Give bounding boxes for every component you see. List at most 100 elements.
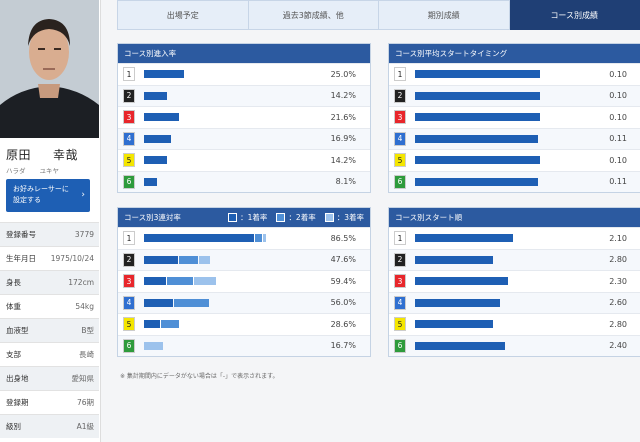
tab-1[interactable]: 過去3節成績、他 bbox=[248, 0, 379, 30]
info-value: 172cm bbox=[68, 278, 94, 287]
bar-area bbox=[415, 156, 575, 164]
tab-bar: 出場予定 過去3節成績、他 期別成績 コース別成績 bbox=[117, 0, 640, 30]
info-value: A1級 bbox=[76, 422, 94, 431]
course-number: 4 bbox=[123, 295, 135, 310]
row-value: 0.10 bbox=[609, 69, 627, 79]
bar bbox=[415, 156, 540, 164]
bar bbox=[144, 113, 179, 121]
bar-third bbox=[198, 255, 210, 264]
favorite-racer-button[interactable]: お好みレーサーに 設定する › bbox=[6, 179, 90, 212]
bar bbox=[144, 134, 172, 143]
row-value: 0.10 bbox=[609, 112, 627, 122]
profile-info-list: 登録番号 3779 生年月日 1975/10/24 身長 172cm 体重 54kg 血液型 B型… bbox=[0, 222, 99, 438]
info-value: 1975/10/24 bbox=[50, 254, 94, 263]
legend-label: ：1着率 bbox=[240, 213, 268, 222]
table-row: 1 0.10 bbox=[389, 63, 640, 85]
course-number: 2 bbox=[123, 88, 135, 103]
bar-second bbox=[167, 277, 193, 285]
bar-area bbox=[415, 277, 575, 285]
info-label: 血液型 bbox=[6, 326, 29, 335]
panel-title: コース別進入率 bbox=[118, 44, 370, 63]
tab-0[interactable]: 出場予定 bbox=[117, 0, 249, 30]
table-row: 1 86.5% bbox=[118, 227, 370, 249]
row-value: 28.6% bbox=[330, 319, 356, 329]
name-given: 幸哉 bbox=[53, 148, 79, 162]
course-number: 6 bbox=[123, 338, 135, 353]
info-label: 登録番号 bbox=[6, 230, 36, 239]
table-row: 3 21.6% bbox=[118, 106, 370, 128]
row-value: 2.80 bbox=[609, 319, 627, 329]
table-row: 2 47.6% bbox=[118, 248, 370, 270]
course-number: 5 bbox=[123, 153, 135, 168]
course-number: 3 bbox=[123, 110, 135, 125]
panel-entry-rate: コース別進入率 1 25.0% 2 14.2% 3 21.6% 4 16.9% 5 14.2% 6 8… bbox=[117, 43, 371, 193]
row-value: 25.0% bbox=[330, 69, 356, 79]
course-number: 1 bbox=[394, 231, 406, 246]
info-row: 級別 A1級 bbox=[0, 414, 99, 438]
bar-area bbox=[144, 91, 304, 100]
panel-top3-rate: コース別3連対率 ：1着率 ：2着率 ：3着率 1 86.5% 2 47.6% 3 59.… bbox=[117, 207, 371, 357]
bar-area bbox=[415, 91, 575, 100]
bar-area bbox=[144, 177, 304, 186]
row-value: 2.60 bbox=[609, 298, 627, 308]
course-number: 5 bbox=[394, 153, 406, 168]
legend: ：1着率 ：2着率 ：3着率 bbox=[219, 208, 364, 227]
course-number: 6 bbox=[394, 174, 406, 189]
bar-area bbox=[415, 255, 575, 264]
table-row: 4 2.60 bbox=[389, 291, 640, 313]
bar bbox=[415, 277, 508, 285]
legend-2nd: ：2着率 bbox=[276, 212, 316, 223]
row-value: 0.10 bbox=[609, 155, 627, 165]
row-value: 0.11 bbox=[609, 177, 627, 187]
row-value: 56.0% bbox=[330, 298, 356, 308]
panel-title: コース別平均スタートタイミング bbox=[389, 44, 640, 63]
racer-name: 原田 幸哉 ハラダ ユキヤ bbox=[6, 146, 96, 175]
bar bbox=[144, 177, 157, 186]
tab-2[interactable]: 期別成績 bbox=[379, 0, 510, 30]
panel-title: コース別3連対率 bbox=[124, 213, 181, 222]
bar bbox=[415, 320, 494, 328]
bar-area bbox=[415, 177, 575, 186]
bar-first bbox=[144, 255, 178, 264]
bar-first bbox=[144, 298, 173, 307]
bar bbox=[415, 70, 540, 78]
row-value: 2.10 bbox=[609, 233, 627, 243]
legend-swatch bbox=[276, 213, 286, 222]
table-row: 1 25.0% bbox=[118, 63, 370, 85]
bar-area bbox=[144, 113, 304, 121]
bar-area bbox=[415, 298, 575, 307]
panel-title: コース別スタート順 bbox=[389, 208, 640, 227]
info-label: 登録期 bbox=[6, 398, 29, 407]
info-row: 登録期 76期 bbox=[0, 390, 99, 414]
bar bbox=[415, 91, 540, 100]
row-value: 0.10 bbox=[609, 91, 627, 101]
bar-area bbox=[415, 134, 575, 143]
course-number: 1 bbox=[394, 67, 406, 82]
info-label: 身長 bbox=[6, 278, 21, 287]
info-row: 生年月日 1975/10/24 bbox=[0, 246, 99, 270]
course-number: 2 bbox=[394, 252, 406, 267]
bar bbox=[415, 113, 540, 121]
info-label: 生年月日 bbox=[6, 254, 36, 263]
row-value: 8.1% bbox=[335, 177, 356, 187]
table-row: 6 8.1% bbox=[118, 170, 370, 192]
course-number: 3 bbox=[394, 274, 406, 289]
footnote: ※ 集計期間内にデータがない場合は「-」で表示されます。 bbox=[120, 373, 279, 380]
info-value: 3779 bbox=[74, 230, 94, 239]
legend-label: ：2着率 bbox=[288, 213, 316, 222]
bar-area bbox=[144, 277, 304, 285]
bar-area bbox=[144, 134, 304, 143]
bar-area bbox=[144, 341, 304, 350]
info-label: 出身地 bbox=[6, 374, 29, 383]
row-value: 0.11 bbox=[609, 134, 627, 144]
bar-first bbox=[144, 277, 167, 285]
bar-second bbox=[178, 255, 198, 264]
profile-sidebar: 原田 幸哉 ハラダ ユキヤ お好みレーサーに 設定する › 登録番号 3779 生年月日… bbox=[0, 0, 101, 442]
row-value: 16.9% bbox=[330, 134, 356, 144]
course-number: 2 bbox=[123, 252, 135, 267]
course-number: 5 bbox=[394, 317, 406, 332]
table-row: 5 14.2% bbox=[118, 149, 370, 171]
legend-label: ：3着率 bbox=[336, 213, 364, 222]
legend-1st: ：1着率 bbox=[228, 212, 267, 223]
tab-3[interactable]: コース別成績 bbox=[509, 0, 640, 30]
